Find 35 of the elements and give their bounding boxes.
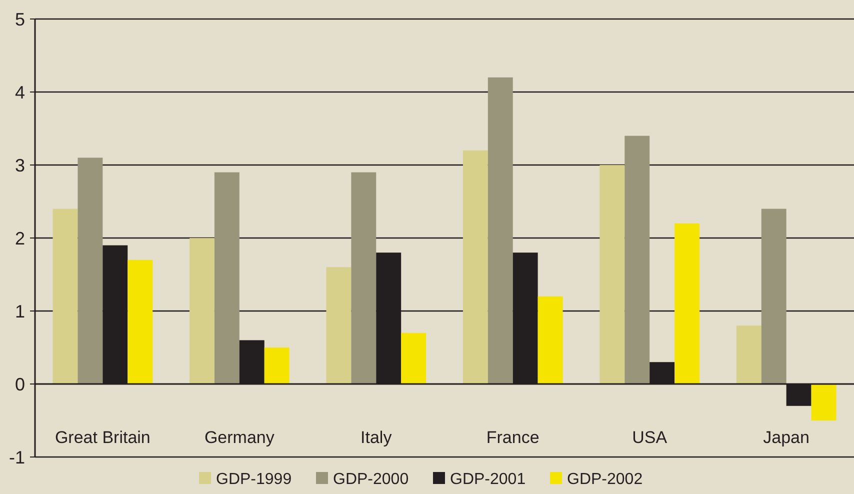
y-tick-label: 0 xyxy=(14,374,25,394)
legend-label: GDP-2000 xyxy=(333,471,409,488)
y-tick-label: 5 xyxy=(14,9,25,30)
legend-label: GDP-2002 xyxy=(567,471,643,488)
bar xyxy=(811,384,836,420)
y-tick-label: 2 xyxy=(14,228,25,248)
bar xyxy=(462,150,488,384)
bar xyxy=(538,296,563,384)
bar xyxy=(52,208,78,384)
x-tick-label: Italy xyxy=(360,428,392,447)
x-tick-label: Germany xyxy=(204,428,275,447)
x-tick-label: Great Britain xyxy=(54,428,150,447)
y-tick-label: 4 xyxy=(14,82,25,102)
bar xyxy=(128,260,153,384)
bar xyxy=(190,238,214,384)
legend-label: GDP-1999 xyxy=(216,471,292,488)
y-tick-label: 1 xyxy=(14,301,25,322)
bar xyxy=(78,158,103,384)
bar xyxy=(624,136,650,384)
bar xyxy=(326,267,352,384)
x-tick-label: USA xyxy=(632,428,668,447)
bar xyxy=(600,165,625,384)
bar xyxy=(674,223,700,384)
bar xyxy=(214,172,240,384)
bar xyxy=(351,172,376,384)
y-tick-label: -1 xyxy=(8,447,25,468)
bar xyxy=(401,332,426,384)
x-tick-label: Japan xyxy=(763,428,810,447)
x-tick-label: France xyxy=(486,428,540,447)
bar xyxy=(736,326,762,384)
bar xyxy=(761,208,786,384)
y-tick-label: 3 xyxy=(14,155,25,176)
legend-label: GDP-2001 xyxy=(450,471,526,488)
bar xyxy=(488,77,513,384)
bar xyxy=(264,348,290,384)
